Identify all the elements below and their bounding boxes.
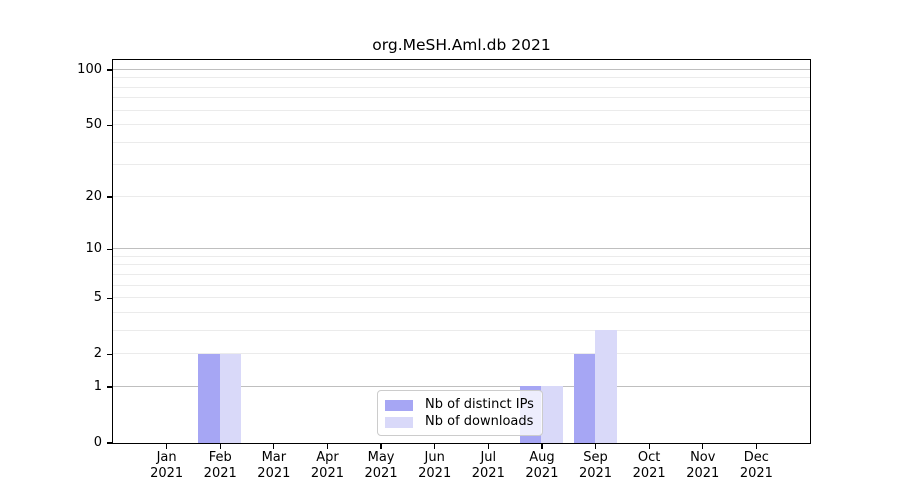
gridline-minor (112, 329, 810, 331)
plot-area (111, 58, 811, 444)
gridline-minor (112, 264, 810, 266)
x-tick-label-nov: Nov 2021 (686, 450, 720, 481)
legend-label: Nb of downloads (425, 414, 534, 429)
gridline-minor (112, 273, 810, 275)
x-tick-label-feb: Feb 2021 (203, 450, 237, 481)
gridline-major (112, 69, 810, 70)
gridline-minor (112, 297, 810, 299)
x-tick-mark (434, 444, 436, 449)
y-tick-label: 2 (93, 346, 102, 362)
legend-label: Nb of distinct IPs (425, 397, 534, 412)
x-tick-mark (166, 444, 168, 449)
bar-sep-downloads (595, 330, 617, 443)
x-tick-mark (326, 444, 329, 449)
x-tick-mark (702, 444, 704, 449)
bar-feb-ips (198, 353, 220, 443)
gridline-minor (112, 109, 810, 111)
y-tick-mark (107, 196, 112, 198)
gridline-minor (112, 311, 810, 313)
x-tick-label-mar: Mar 2021 (257, 450, 291, 481)
y-tick-label: 50 (85, 117, 102, 133)
x-tick-mark (380, 444, 382, 449)
gridline-minor (112, 195, 810, 197)
y-tick-mark (107, 297, 112, 299)
y-tick-label: 1 (93, 378, 102, 394)
x-tick-label-jan: Jan 2021 (150, 450, 184, 481)
y-tick-mark (107, 124, 112, 126)
gridline-minor (112, 284, 810, 286)
chart-title: org.MeSH.Aml.db 2021 (372, 36, 551, 54)
y-tick-mark (107, 386, 112, 388)
x-tick-mark (273, 444, 275, 449)
gridline-minor (112, 164, 810, 166)
y-tick-label: 10 (85, 241, 102, 257)
gridline-minor (112, 124, 810, 126)
y-tick-label: 5 (93, 290, 102, 306)
y-tick-mark (107, 248, 112, 250)
gridline-major (112, 385, 810, 387)
gridline-major (112, 248, 810, 250)
legend-row: Nb of downloads (385, 414, 534, 430)
legend-swatch-icon (385, 399, 413, 411)
legend: Nb of distinct IPs Nb of downloads (377, 390, 543, 436)
x-tick-label-sep: Sep 2021 (578, 450, 613, 481)
y-tick-mark (107, 353, 112, 355)
gridline-minor (112, 255, 810, 257)
bar-feb-downloads (219, 353, 242, 443)
x-tick-mark (594, 444, 597, 449)
gridline-minor (112, 141, 810, 143)
x-tick-label-dec: Dec 2021 (739, 450, 773, 481)
x-tick-mark (541, 444, 543, 449)
x-tick-label-apr: Apr 2021 (310, 450, 344, 481)
gridline-minor (112, 353, 810, 355)
legend-swatch-icon (385, 416, 413, 428)
bar-sep-ips (573, 353, 596, 443)
y-tick-mark (107, 69, 112, 71)
x-tick-mark (487, 444, 489, 449)
x-tick-label-aug: Aug 2021 (525, 450, 559, 481)
y-tick-label: 20 (85, 188, 102, 204)
gridline-minor (112, 77, 810, 79)
x-tick-label-jul: Jul 2021 (471, 450, 505, 481)
x-tick-mark (755, 444, 757, 449)
gridline-minor (112, 97, 810, 99)
y-tick-label: 100 (77, 62, 102, 77)
x-tick-label-jun: Jun 2021 (418, 450, 452, 481)
y-tick-mark (107, 442, 112, 444)
x-tick-mark (648, 444, 650, 449)
x-tick-mark (219, 444, 221, 449)
x-tick-label-oct: Oct 2021 (632, 450, 666, 481)
bar-aug-downloads (541, 386, 563, 443)
y-tick-label: 0 (93, 435, 102, 450)
x-tick-label-may: May 2021 (364, 450, 398, 481)
gridline-minor (112, 86, 810, 88)
legend-row: Nb of distinct IPs (385, 397, 534, 413)
